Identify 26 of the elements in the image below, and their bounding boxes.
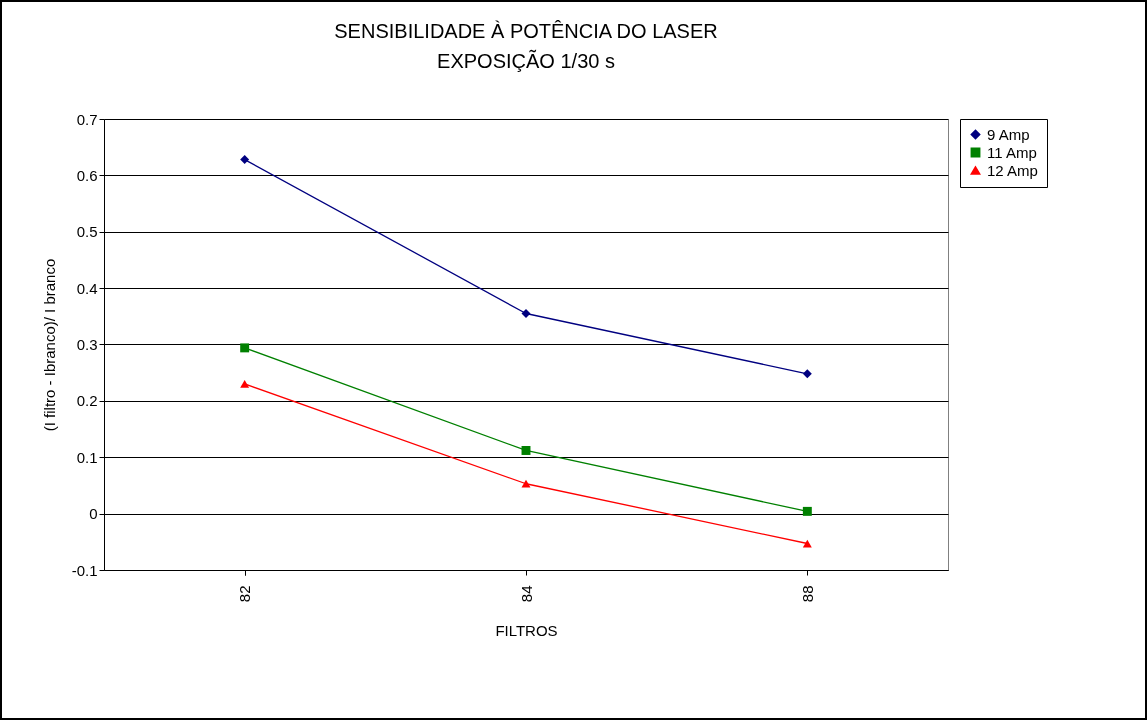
x-tick-label: 82 <box>236 585 254 603</box>
y-tick-label: 0.1 <box>76 448 98 466</box>
point <box>240 343 250 353</box>
y-tick-label: 0.6 <box>76 166 98 184</box>
y-tick-label: 0 <box>89 505 98 523</box>
point <box>802 369 812 379</box>
y-axis-title: (I filtro - Ibranco)/ I branco <box>40 258 58 432</box>
legend-label: 11 Amp <box>987 143 1037 161</box>
point <box>240 155 250 165</box>
y-tick-label: 0.5 <box>76 223 98 241</box>
y-tick-label: 0.2 <box>76 392 98 410</box>
chart-subtitle: EXPOSIÇÃO 1/30 s <box>437 49 615 72</box>
y-tick-label: 0.4 <box>76 279 98 297</box>
point <box>521 446 531 455</box>
x-tick-label: 84 <box>517 585 535 603</box>
y-tick-label: 0.7 <box>76 110 98 128</box>
point <box>240 380 250 388</box>
chart-title: SENSIBILIDADE À POTÊNCIA DO LASER <box>334 20 718 42</box>
x-axis-title: FILTROS <box>495 622 558 640</box>
y-tick-label: -0.1 <box>71 561 98 579</box>
point <box>521 479 531 488</box>
point <box>802 506 812 516</box>
x-tick-label: 88 <box>798 585 816 603</box>
y-tick-label: 0.3 <box>76 336 98 353</box>
legend-label: 12 Amp <box>987 161 1038 179</box>
legend-label: 9 Amp <box>987 125 1030 143</box>
